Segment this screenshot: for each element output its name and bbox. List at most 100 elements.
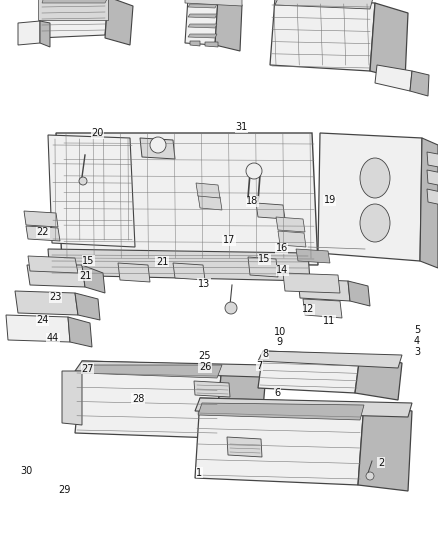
Text: 2: 2 — [378, 458, 384, 467]
Polygon shape — [258, 351, 360, 393]
Polygon shape — [190, 41, 200, 46]
Polygon shape — [358, 403, 412, 491]
Polygon shape — [26, 226, 60, 241]
Text: 4: 4 — [414, 336, 420, 346]
Polygon shape — [188, 4, 217, 8]
Polygon shape — [140, 138, 175, 159]
Polygon shape — [375, 65, 412, 91]
Text: 3: 3 — [414, 347, 420, 357]
Polygon shape — [256, 203, 285, 219]
Polygon shape — [258, 351, 402, 368]
Polygon shape — [248, 257, 278, 277]
Circle shape — [246, 163, 262, 179]
Polygon shape — [420, 138, 438, 268]
Polygon shape — [6, 315, 70, 342]
Polygon shape — [215, 0, 242, 51]
Polygon shape — [75, 361, 222, 438]
Polygon shape — [427, 170, 438, 186]
Polygon shape — [75, 293, 100, 320]
Polygon shape — [185, 0, 218, 45]
Polygon shape — [198, 403, 364, 420]
Text: 15: 15 — [82, 256, 95, 265]
Text: 15: 15 — [258, 254, 271, 264]
Text: 26: 26 — [199, 362, 211, 372]
Polygon shape — [348, 281, 370, 306]
Polygon shape — [28, 256, 78, 273]
Text: 25: 25 — [198, 351, 211, 361]
Polygon shape — [275, 0, 373, 9]
Text: 9: 9 — [276, 337, 282, 346]
Polygon shape — [194, 381, 230, 397]
Ellipse shape — [360, 158, 390, 198]
Text: 8: 8 — [262, 349, 268, 359]
Text: 21: 21 — [79, 271, 91, 280]
Polygon shape — [296, 249, 330, 263]
Text: 19: 19 — [324, 196, 336, 205]
Circle shape — [150, 137, 166, 153]
Polygon shape — [38, 0, 108, 20]
Polygon shape — [195, 398, 412, 417]
Text: 1: 1 — [196, 468, 202, 478]
Text: 16: 16 — [276, 244, 288, 253]
Text: 11: 11 — [323, 316, 335, 326]
Polygon shape — [27, 265, 85, 287]
Text: 21: 21 — [156, 257, 168, 266]
Polygon shape — [427, 152, 438, 168]
Polygon shape — [185, 0, 242, 6]
Text: 10: 10 — [274, 327, 286, 336]
Polygon shape — [80, 365, 222, 378]
Polygon shape — [318, 133, 422, 261]
Polygon shape — [410, 71, 429, 96]
Polygon shape — [42, 0, 108, 3]
Polygon shape — [118, 263, 150, 282]
Text: 29: 29 — [58, 486, 71, 495]
Circle shape — [366, 472, 374, 480]
Text: 20: 20 — [91, 128, 103, 138]
Polygon shape — [370, 3, 408, 80]
Polygon shape — [56, 133, 318, 265]
Polygon shape — [198, 195, 222, 210]
Text: 7: 7 — [257, 361, 263, 370]
Polygon shape — [48, 249, 310, 281]
Polygon shape — [215, 365, 266, 445]
Polygon shape — [40, 21, 50, 47]
Polygon shape — [62, 371, 82, 425]
Text: 13: 13 — [198, 279, 210, 288]
Polygon shape — [105, 0, 133, 45]
Polygon shape — [427, 189, 438, 205]
Text: 28: 28 — [132, 394, 144, 403]
Polygon shape — [18, 21, 40, 45]
Polygon shape — [15, 291, 78, 315]
Circle shape — [79, 177, 87, 185]
Polygon shape — [196, 183, 220, 198]
Circle shape — [225, 302, 237, 314]
Text: 31: 31 — [235, 123, 247, 132]
Polygon shape — [195, 398, 364, 485]
Polygon shape — [205, 42, 218, 47]
Polygon shape — [270, 0, 375, 71]
Polygon shape — [188, 14, 217, 18]
Text: 14: 14 — [276, 265, 289, 275]
Text: 23: 23 — [49, 293, 61, 302]
Polygon shape — [227, 437, 262, 457]
Text: 44: 44 — [47, 334, 59, 343]
Polygon shape — [75, 361, 266, 377]
Polygon shape — [303, 299, 342, 318]
Polygon shape — [188, 34, 217, 38]
Text: 5: 5 — [414, 325, 420, 335]
Text: 30: 30 — [20, 466, 32, 476]
Text: 24: 24 — [36, 316, 49, 325]
Polygon shape — [68, 317, 92, 347]
Text: 22: 22 — [37, 228, 49, 237]
Text: 27: 27 — [81, 364, 94, 374]
Polygon shape — [48, 135, 135, 247]
Polygon shape — [24, 211, 58, 227]
Polygon shape — [38, 0, 108, 38]
Text: 12: 12 — [302, 304, 314, 314]
Text: 6: 6 — [274, 389, 280, 398]
Polygon shape — [82, 265, 105, 293]
Polygon shape — [283, 273, 340, 293]
Polygon shape — [276, 217, 305, 232]
Text: 18: 18 — [246, 197, 258, 206]
Polygon shape — [173, 263, 205, 280]
